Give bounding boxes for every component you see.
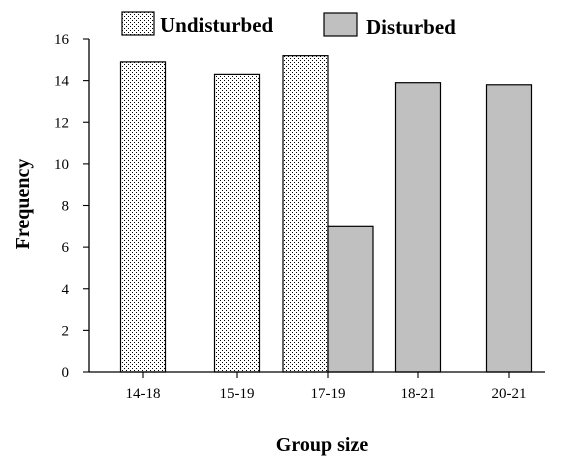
bar-disturbed-17-19: [327, 225, 374, 373]
bars-layer: [119, 55, 533, 373]
x-tick-label-20-21: 20-21: [492, 386, 527, 402]
y-tick-label-6: 6: [62, 240, 70, 256]
legend-label-disturbed: Disturbed: [366, 15, 456, 39]
x-tick-label-18-21: 18-21: [401, 386, 436, 402]
x-tick-label-14-18: 14-18: [126, 386, 161, 402]
y-tick-label-4: 4: [62, 282, 70, 298]
legend-label-undisturbed: Undisturbed: [160, 13, 274, 37]
legend-swatch-disturbed: [323, 12, 358, 37]
y-tick-label-0: 0: [62, 365, 70, 381]
x-axis-title: Group size: [276, 434, 369, 456]
legend: Undisturbed Disturbed: [121, 11, 456, 39]
bar-undisturbed-15-19: [213, 73, 261, 373]
x-ticks: 14-18 15-19 17-19 18-21 20-21: [126, 372, 527, 402]
y-tick-label-2: 2: [62, 323, 70, 339]
bar-undisturbed-14-18: [119, 61, 167, 373]
bar-disturbed-18-21: [394, 82, 442, 373]
bar-disturbed-20-21: [485, 84, 533, 373]
y-tick-label-16: 16: [54, 32, 70, 48]
legend-swatch-undisturbed: [121, 11, 155, 36]
x-tick-label-17-19: 17-19: [311, 386, 346, 402]
y-tick-label-8: 8: [62, 199, 70, 215]
y-axis-title: Frequency: [12, 159, 34, 250]
y-tick-label-14: 14: [54, 74, 70, 90]
x-tick-label-15-19: 15-19: [220, 386, 255, 402]
y-tick-label-12: 12: [54, 115, 69, 131]
y-tick-label-10: 10: [54, 157, 69, 173]
y-ticks: 0 2 4 6 8 10 12 14 16: [54, 32, 89, 381]
bar-undisturbed-17-19: [282, 55, 329, 373]
